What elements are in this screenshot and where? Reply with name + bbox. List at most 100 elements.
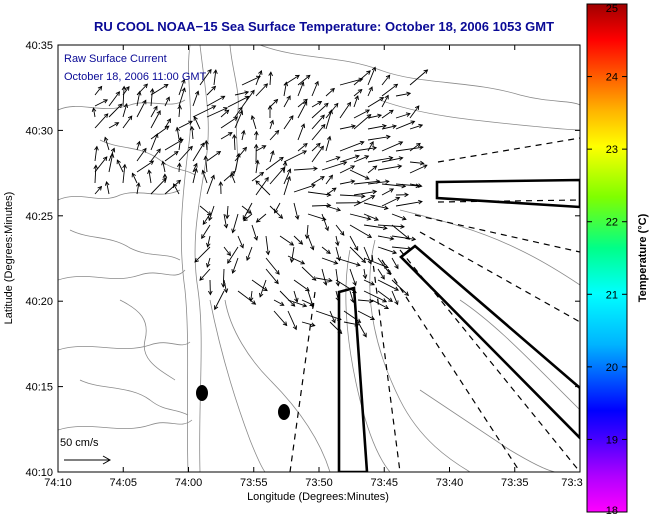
current-vector-head xyxy=(121,85,127,91)
current-vector-head xyxy=(371,66,377,72)
current-vector-head xyxy=(164,125,170,131)
current-vector xyxy=(339,194,365,197)
current-vector-head xyxy=(103,136,109,142)
current-vector-head xyxy=(208,216,213,222)
current-vector-head xyxy=(193,162,198,168)
current-vector-head xyxy=(372,145,378,151)
current-vector xyxy=(315,277,332,282)
current-vector-head xyxy=(354,321,360,327)
current-vector-head xyxy=(286,168,292,174)
current-vector xyxy=(241,90,255,108)
current-vector xyxy=(321,246,331,254)
current-vector xyxy=(339,102,351,119)
current-vector-head xyxy=(253,235,259,241)
current-vector xyxy=(150,133,158,151)
current-vector xyxy=(178,105,181,118)
current-vector-head xyxy=(290,302,296,307)
current-vector xyxy=(220,132,233,140)
current-vector xyxy=(269,130,279,141)
current-vector-head xyxy=(416,142,421,148)
current-vector xyxy=(164,180,181,195)
current-vector-head xyxy=(401,216,407,221)
current-vector-head xyxy=(389,236,395,241)
current-vector xyxy=(307,235,314,250)
current-vector xyxy=(287,310,297,330)
current-vector xyxy=(269,72,272,86)
current-vector-head xyxy=(147,169,152,175)
current-vector xyxy=(349,246,366,263)
current-vector-head xyxy=(268,71,273,77)
current-vector-head xyxy=(372,165,378,170)
current-vector xyxy=(251,279,268,291)
current-vector xyxy=(269,99,278,108)
current-vector-head xyxy=(368,86,373,92)
current-vector xyxy=(283,82,287,97)
current-vector xyxy=(178,120,193,129)
current-vector xyxy=(205,156,208,173)
current-vector xyxy=(269,150,274,163)
y-tick-label: 40:15 xyxy=(25,382,53,394)
current-vector xyxy=(335,290,339,301)
current-vector-head xyxy=(419,145,424,150)
current-vector-head xyxy=(364,175,370,180)
current-vector-head xyxy=(323,102,329,108)
current-vector xyxy=(377,246,397,254)
current-vector-head xyxy=(97,185,103,191)
current-vector-head xyxy=(337,329,343,335)
current-vector-head xyxy=(354,246,359,251)
current-vector-head xyxy=(330,87,335,93)
current-vector-head xyxy=(223,107,228,112)
x-tick-label: 73:45 xyxy=(370,477,398,489)
current-vector-head xyxy=(310,322,316,327)
current-vector-head xyxy=(269,119,275,125)
current-vector-head xyxy=(404,192,409,198)
current-vector-head xyxy=(335,281,341,287)
current-vector-head xyxy=(370,195,376,200)
current-vector-head xyxy=(114,122,120,127)
current-vector xyxy=(241,130,245,141)
current-vector xyxy=(335,257,361,266)
current-vector-head xyxy=(115,91,121,96)
current-vector xyxy=(353,147,377,152)
current-vector-head xyxy=(244,90,250,95)
current-vector-head xyxy=(321,216,327,221)
current-vector-head xyxy=(367,233,373,238)
current-vector-head xyxy=(388,155,394,161)
current-vector-head xyxy=(202,220,208,225)
current-vector xyxy=(311,124,326,141)
current-vector xyxy=(178,137,182,151)
current-vector xyxy=(381,197,400,207)
current-vector xyxy=(301,266,317,281)
current-vector-head xyxy=(166,118,171,123)
current-vector-head xyxy=(104,180,110,186)
current-vector xyxy=(363,202,389,209)
current-vector-head xyxy=(354,154,360,160)
current-vector-head xyxy=(265,250,271,256)
current-vector xyxy=(202,170,208,184)
current-vector xyxy=(273,299,284,306)
current-vector xyxy=(329,310,336,323)
current-vector xyxy=(293,290,298,302)
current-vector-head xyxy=(238,110,244,116)
current-vector xyxy=(311,114,325,130)
current-vector xyxy=(136,141,140,151)
current-vector xyxy=(136,183,140,195)
current-vector xyxy=(274,202,281,213)
current-vector-head xyxy=(274,129,280,135)
x-tick-label: 73:55 xyxy=(240,477,268,489)
current-vector-head xyxy=(418,123,424,129)
current-vector xyxy=(192,163,198,173)
current-vector-head xyxy=(350,179,356,184)
current-vector xyxy=(279,235,294,246)
current-vector xyxy=(409,183,422,187)
current-vector xyxy=(377,257,391,275)
current-vector xyxy=(381,188,394,196)
current-vector-head xyxy=(326,192,332,197)
current-vector-head xyxy=(311,183,316,189)
colorbar-tick-label: 24 xyxy=(606,72,618,84)
current-vector-head xyxy=(267,104,273,110)
current-vector-head xyxy=(162,177,167,183)
current-vector-head xyxy=(156,110,161,116)
current-vector xyxy=(208,205,215,221)
current-vector-head xyxy=(418,199,423,205)
